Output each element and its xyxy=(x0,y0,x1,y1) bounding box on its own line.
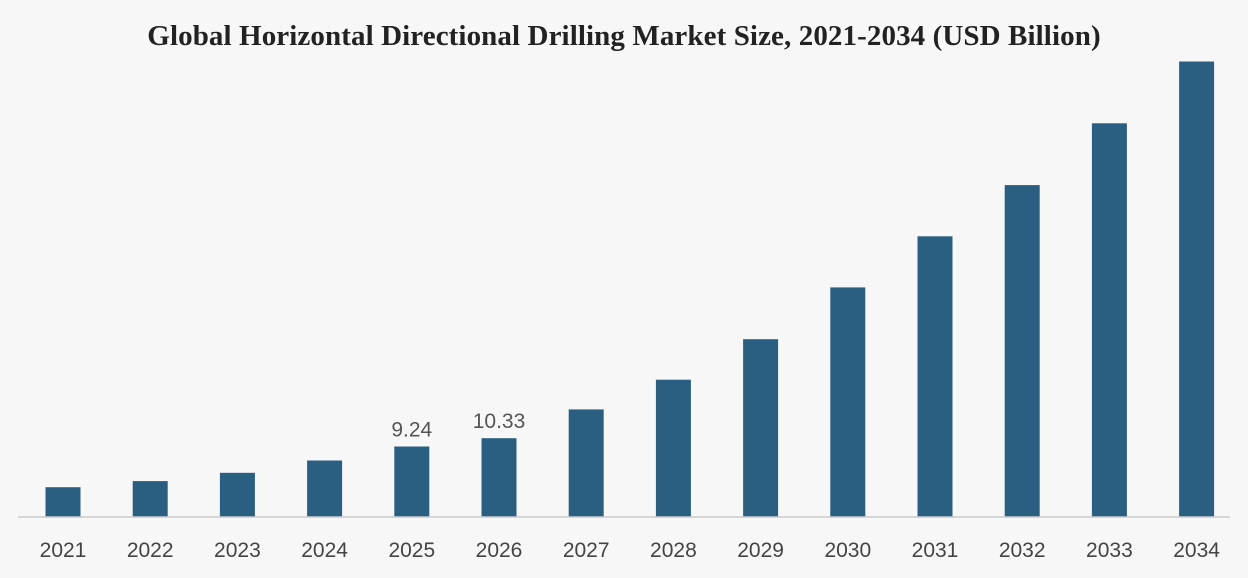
bar-2025 xyxy=(394,446,430,517)
x-tick-label-2024: 2024 xyxy=(301,539,348,562)
x-tick-label-2031: 2031 xyxy=(912,539,959,562)
x-tick-label-2026: 2026 xyxy=(476,539,523,562)
bar-2029 xyxy=(743,339,779,517)
bar-2024 xyxy=(307,460,343,517)
chart-title: Global Horizontal Directional Drilling M… xyxy=(147,20,1101,52)
x-tick-label-2027: 2027 xyxy=(563,539,610,562)
bar-2027 xyxy=(568,409,604,517)
bar-2026 xyxy=(481,438,517,517)
x-tick-label-2028: 2028 xyxy=(650,539,697,562)
bar-2032 xyxy=(1004,185,1040,517)
bar-2033 xyxy=(1091,123,1127,518)
bar-group xyxy=(45,61,1215,518)
bar-2022 xyxy=(132,481,168,517)
data-label-2025: 9.24 xyxy=(391,419,432,442)
bar-2031 xyxy=(917,236,953,518)
x-tick-label-2029: 2029 xyxy=(737,539,784,562)
data-labels: 9.24 10.33 xyxy=(391,410,525,441)
data-label-2026: 10.33 xyxy=(473,410,526,433)
bar-2028 xyxy=(655,379,691,517)
x-tick-label-2033: 2033 xyxy=(1086,539,1133,562)
x-tick-labels: 2021 2022 2023 2024 2025 2026 2027 2028 2029 2030… xyxy=(40,539,1221,562)
x-tick-label-2021: 2021 xyxy=(40,539,87,562)
x-tick-label-2034: 2034 xyxy=(1173,539,1220,562)
x-tick-label-2032: 2032 xyxy=(999,539,1046,562)
x-tick-label-2025: 2025 xyxy=(388,539,435,562)
x-tick-label-2023: 2023 xyxy=(214,539,261,562)
x-tick-label-2030: 2030 xyxy=(824,539,871,562)
bar-2021 xyxy=(45,487,81,517)
bar-2023 xyxy=(219,472,255,517)
bar-2034 xyxy=(1179,61,1215,517)
bar-2030 xyxy=(830,287,866,517)
x-tick-label-2022: 2022 xyxy=(127,539,174,562)
